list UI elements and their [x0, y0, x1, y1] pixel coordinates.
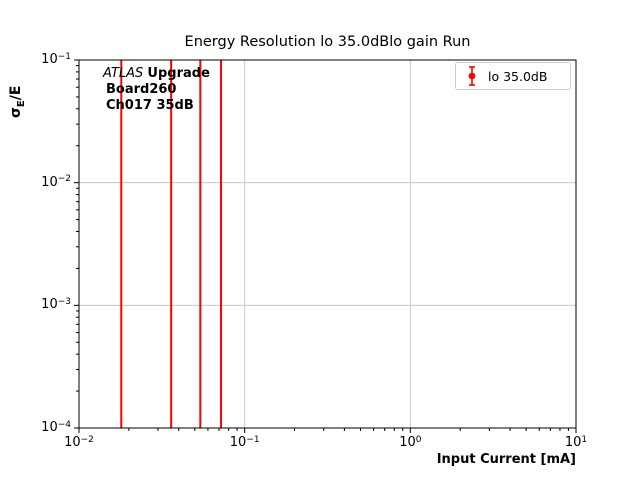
data-series	[120, 60, 223, 428]
annotation-line-channel: Ch017 35dB	[106, 98, 194, 113]
chart-title: Energy Resolution lo 35.0dBlo gain Run	[184, 34, 471, 50]
x-axis-label: Input Current [mA]	[436, 452, 576, 467]
x-tick-label: 101	[564, 434, 588, 450]
ylabel-sigma: σ	[8, 107, 24, 118]
ylabel-rest: /E	[8, 85, 24, 101]
y-axis-label: σE/E	[8, 86, 27, 118]
atlas-label: ATLAS	[103, 66, 144, 81]
x-tick-label: 10−2	[64, 434, 94, 450]
legend: lo 35.0dB	[455, 62, 571, 90]
annotation-line-board: Board260	[106, 82, 177, 97]
legend-entry-label: lo 35.0dB	[488, 68, 548, 84]
axes-spines	[78, 59, 577, 429]
plot-annotation: ATLAS Upgrade Board260 Ch017 35dB	[103, 66, 210, 114]
ylabel-subscript: E	[15, 100, 27, 108]
y-tick-label: 10−1	[41, 51, 71, 68]
annotation-line-atlas: ATLAS Upgrade	[103, 66, 210, 82]
x-tick-label: 100	[399, 434, 422, 450]
upgrade-label: Upgrade	[147, 66, 210, 81]
x-tick-label: 10−1	[229, 434, 260, 450]
y-tick-label: 10−2	[41, 174, 71, 190]
y-tick-label: 10−4	[41, 419, 71, 436]
errorbar-marker-icon	[468, 66, 476, 86]
gridlines	[79, 60, 576, 428]
axis-ticks	[74, 59, 577, 433]
y-tick-label: 10−3	[41, 297, 71, 313]
